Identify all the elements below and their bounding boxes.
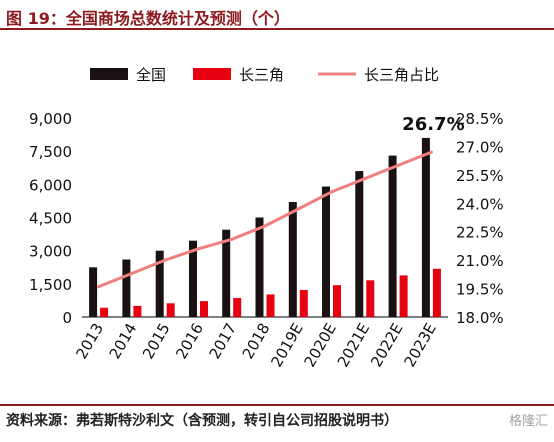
legend-swatch-0 [90,68,128,80]
bar-yrd-2013 [100,307,109,317]
bar-yrd-2023E [432,268,441,317]
bar-national-2023E [421,137,430,317]
x-tick-label-9: 2022E [367,320,406,370]
footer-divider [0,404,554,406]
bar-national-2021E [355,171,364,317]
bar-national-2019E [288,202,297,317]
left-tick-label-2: 3,000 [29,243,72,261]
bar-national-2014 [122,259,131,317]
line-point-2015 [163,258,167,262]
x-tick-label-4: 2017 [205,320,240,362]
bar-national-2022E [388,155,397,317]
right-tick-label-0: 18.0% [456,309,504,327]
x-tick-label-0: 2013 [72,320,107,362]
bar-yrd-2019E [299,290,308,317]
right-tick-label-7: 28.5% [456,110,504,128]
bar-national-2018 [255,217,264,317]
right-tick-label-1: 19.5% [456,281,504,299]
x-tick-label-5: 2018 [239,320,274,362]
bar-yrd-2017 [233,298,242,317]
bar-yrd-2014 [133,305,142,317]
bar-yrd-2018 [266,294,275,317]
bar-national-2020E [322,186,330,317]
left-tick-label-4: 6,000 [29,176,72,194]
left-tick-label-6: 9,000 [29,110,72,128]
line-point-2020E [330,190,333,194]
left-tick-label-3: 4,500 [29,210,72,228]
right-tick-label-3: 22.5% [456,224,504,242]
source-note: 资料来源：弗若斯特沙利文（含预测，转引自公司招股说明书） [6,413,398,429]
x-tick-label-8: 2021E [334,320,373,370]
line-point-2014 [130,271,134,275]
left-tick-label-5: 7,500 [29,143,72,161]
right-tick-label-5: 25.5% [456,167,504,185]
line-point-2022E [396,163,400,167]
x-tick-label-1: 2014 [106,320,141,362]
line-point-2023E [429,150,433,154]
line-point-2021E [363,177,367,181]
bar-yrd-2015 [166,303,175,317]
bar-yrd-2021E [366,280,375,317]
bar-national-2016 [189,240,197,317]
title-bar: 图 19：全国商场总数统计及预测（个） [0,0,554,30]
line-point-2013 [97,285,101,289]
bar-national-2015 [155,250,164,317]
line-point-2018 [263,224,267,228]
bar-yrd-2016 [200,301,208,317]
right-tick-label-4: 24.0% [456,195,504,213]
line-yrd-share [98,150,432,289]
bar-yrd-2022E [399,275,408,317]
x-tick-label-2: 2015 [139,320,174,362]
figure-title: 图 19：全国商场总数统计及预测（个） [6,9,290,28]
legend-label-1: 长三角 [239,66,284,84]
right-tick-label-6: 27.0% [456,138,504,156]
x-tick-label-10: 2023E [400,320,439,370]
line-point-2017 [230,237,234,241]
x-tick-label-6: 2019E [267,320,306,370]
watermark-logo: 格隆汇 [508,414,548,429]
bar-line-chart: 全国 长三角 长三角占比 0 1,500 3,000 4,500 6,000 7,500 9,00… [29,66,504,370]
line-point-2019E [296,207,300,211]
bar-national-2017 [222,229,231,317]
left-tick-label-1: 1,500 [29,276,72,294]
legend-swatch-1 [193,68,231,80]
legend-label-0: 全国 [136,66,166,84]
right-tick-label-2: 21.0% [456,252,504,270]
data-label-last: 26.7% [402,114,464,135]
legend-label-2: 长三角占比 [364,66,439,84]
bar-yrd-2020E [333,285,341,317]
x-tick-label-7: 2020E [301,320,340,370]
line-point-2016 [197,247,200,251]
x-tick-label-3: 2016 [172,320,207,362]
bar-national-2013 [89,267,98,318]
left-tick-label-0: 0 [62,309,72,327]
